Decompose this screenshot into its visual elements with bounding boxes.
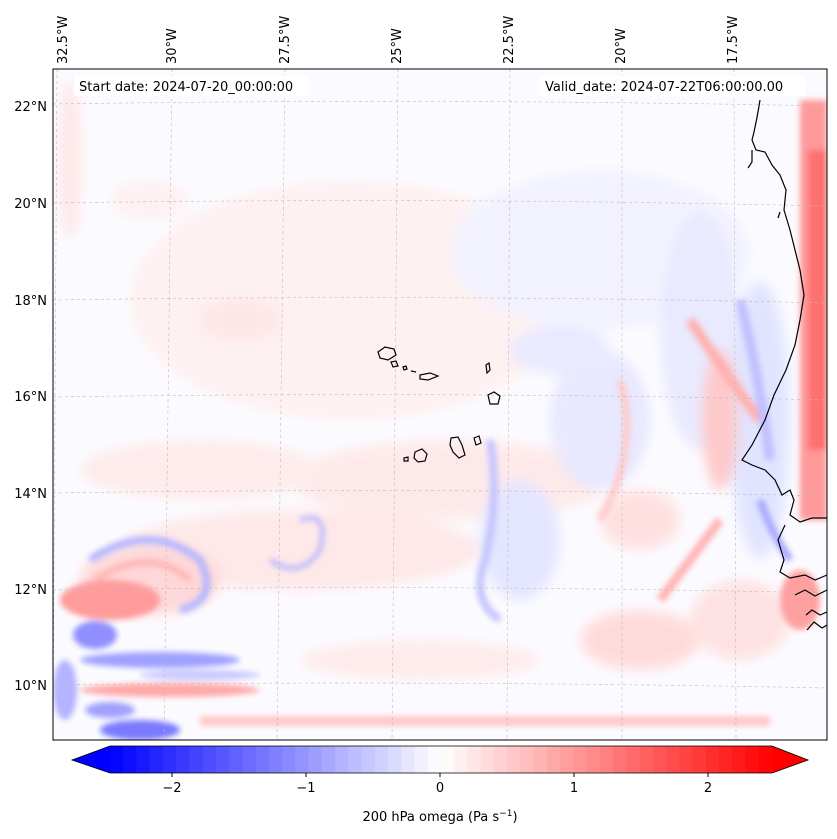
omega-field — [53, 80, 827, 740]
colorbar-swatch — [374, 746, 389, 773]
lon-label: 30°W — [165, 28, 180, 64]
colorbar-swatch — [679, 746, 694, 773]
colorbar-swatch — [361, 746, 376, 773]
valid-date-box — [540, 76, 805, 96]
start-date-label: Start date: 2024-07-20_00:00:00 — [79, 80, 293, 95]
colorbar-swatch — [348, 746, 363, 773]
lat-label: 20°N — [14, 197, 47, 212]
colorbar-segments — [72, 746, 808, 773]
colorbar-swatch — [229, 746, 243, 773]
colorbar-swatch — [705, 746, 720, 773]
latitude-labels: 22°N 20°N 18°N 16°N 14°N 12°N 10°N — [14, 100, 47, 694]
lon-label: 22.5°W — [502, 16, 517, 64]
lon-label: 32.5°W — [56, 16, 71, 64]
lon-label: 17.5°W — [726, 16, 741, 64]
lat-label: 10°N — [14, 679, 47, 694]
colorbar-swatch — [401, 746, 416, 773]
colorbar-swatch — [467, 746, 482, 773]
colorbar-tick-label: 1 — [570, 781, 578, 796]
colorbar-swatch — [202, 746, 217, 773]
colorbar-extend-max — [772, 746, 808, 773]
lon-label: 27.5°W — [278, 16, 293, 64]
colorbar-swatch — [507, 746, 521, 773]
colorbar-tick-label: −2 — [162, 781, 181, 796]
colorbar-tick-label: 2 — [704, 781, 712, 796]
lat-label: 12°N — [14, 583, 47, 598]
colorbar-swatch — [321, 746, 336, 773]
cape-verde-islands — [377, 346, 501, 463]
colorbar-swatch — [388, 746, 402, 773]
colorbar-outline — [70, 745, 810, 774]
colorbar-swatch — [719, 746, 733, 773]
colorbar-swatch — [255, 746, 270, 773]
lat-label: 14°N — [14, 487, 47, 502]
colorbar-swatch — [599, 746, 614, 773]
colorbar-swatch — [308, 746, 323, 773]
colorbar-title: 200 hPa omega (Pa s−1) — [362, 809, 517, 825]
colorbar-swatch — [586, 746, 601, 773]
colorbar-swatch — [493, 746, 508, 773]
colorbar-swatch — [215, 746, 230, 773]
colorbar-swatch — [176, 746, 190, 773]
colorbar-swatch — [613, 746, 627, 773]
longitude-labels: 32.5°W 30°W 27.5°W 25°W 22.5°W 20°W 17.5… — [56, 16, 741, 64]
colorbar-swatch — [414, 746, 429, 773]
colorbar-swatch — [162, 746, 177, 773]
colorbar-swatch — [546, 746, 561, 773]
colorbar-swatch — [282, 746, 296, 773]
colorbar-swatch — [666, 746, 680, 773]
colorbar-swatch — [758, 746, 773, 773]
lat-label: 18°N — [14, 294, 47, 309]
colorbar-swatch — [560, 746, 574, 773]
colorbar-swatch — [136, 746, 151, 773]
colorbar-swatch — [123, 746, 137, 773]
colorbar-swatch — [110, 746, 124, 773]
colorbar-swatch — [639, 746, 654, 773]
colorbar-swatch — [520, 746, 535, 773]
colorbar-swatch — [242, 746, 257, 773]
colorbar-swatch — [732, 746, 747, 773]
valid-date-label: Valid_date: 2024-07-22T06:00:00.00 — [545, 80, 783, 95]
colorbar-swatch — [189, 746, 204, 773]
colorbar-swatch — [652, 746, 667, 773]
colorbar-swatch — [480, 746, 495, 773]
colorbar-ticks: −2 −1 0 1 2 — [162, 773, 712, 796]
start-date-box — [74, 76, 308, 96]
plot-frame — [52, 68, 828, 741]
colorbar-swatch — [427, 746, 442, 773]
colorbar-swatch — [626, 746, 641, 773]
lat-label: 16°N — [14, 390, 47, 405]
colorbar: −2 −1 0 1 2 200 hPa omega (Pa s−1) — [70, 745, 810, 825]
colorbar-swatch — [149, 746, 164, 773]
lon-label: 25°W — [390, 28, 405, 64]
gridlines — [53, 69, 827, 740]
colorbar-swatch — [533, 746, 548, 773]
colorbar-swatch — [268, 746, 283, 773]
colorbar-swatch — [692, 746, 707, 773]
colorbar-swatch — [441, 746, 455, 773]
colorbar-tick-label: 0 — [436, 781, 444, 796]
colorbar-swatch — [335, 746, 349, 773]
colorbar-extend-min — [72, 746, 110, 773]
colorbar-swatch — [295, 746, 310, 773]
colorbar-swatch — [454, 746, 468, 773]
coastline — [741, 99, 827, 631]
lon-label: 20°W — [614, 28, 629, 64]
colorbar-swatch — [573, 746, 588, 773]
colorbar-tick-label: −1 — [296, 781, 315, 796]
colorbar-swatch — [745, 746, 760, 773]
lat-label: 22°N — [14, 100, 47, 115]
